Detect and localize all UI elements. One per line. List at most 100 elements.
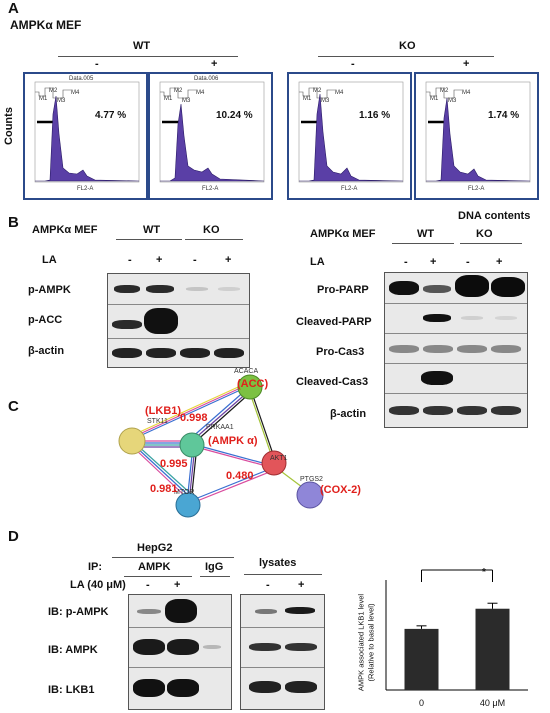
band (423, 406, 453, 415)
gate-m4: M4 (335, 90, 344, 96)
gate-m2: M2 (313, 88, 322, 94)
bar-ylabel-line1: AMPK associated LKB1 level (356, 593, 366, 692)
panel-b-right-treat-3: - (466, 256, 470, 268)
band (214, 348, 244, 358)
gate-m2: M2 (440, 88, 449, 94)
group-wt-label: WT (133, 40, 151, 52)
cell-line-line (112, 557, 234, 558)
histogram-plot (298, 81, 404, 183)
panel-b-right-treat-2: + (430, 256, 437, 268)
band (389, 406, 419, 415)
band (491, 345, 521, 353)
gate-m3: M3 (448, 98, 457, 104)
histogram-plot (34, 81, 140, 183)
blot-label-p-acc: p-ACC (28, 314, 63, 326)
gate-m3: M3 (321, 98, 330, 104)
panel-b-left-cell-label: AMPKα MEF (32, 224, 98, 236)
panel-b-right-cell-label: AMPKα MEF (310, 228, 376, 240)
ip-ampk: AMPK (138, 561, 171, 573)
band (167, 639, 199, 655)
panel-a-x-label: DNA contents (458, 210, 531, 222)
gate-m4: M4 (196, 90, 205, 96)
panel-b-left-treat-2: + (156, 254, 163, 266)
histogram-axis-label: FL2-A (341, 186, 358, 192)
group-wt-line (58, 56, 238, 57)
band (137, 609, 161, 614)
band (249, 681, 281, 693)
panel-b-right-treat-1: - (404, 256, 408, 268)
band (285, 643, 317, 651)
treat-a-2: + (211, 58, 218, 70)
x-tick-label: 40 μM (480, 698, 505, 708)
band (285, 681, 317, 693)
histogram-plot (425, 81, 531, 183)
ip-igg-line (200, 576, 230, 577)
histogram-percent: 1.74 % (488, 110, 520, 121)
histogram-axis-label: FL2-A (468, 186, 485, 192)
histogram-wt-plus: Data.006 10.24 % M1 M2 M3 M4 FL2-A (148, 72, 273, 200)
blot-left (107, 273, 250, 368)
node-ptgs2 (296, 481, 324, 509)
band (144, 308, 178, 334)
band (167, 679, 199, 697)
band (389, 345, 419, 353)
blot-label-pro-parp: Pro-PARP (317, 284, 369, 296)
band (186, 287, 208, 291)
node-acaca (237, 374, 263, 400)
ip-igg: IgG (205, 561, 224, 573)
bar-ylabel-line2: (Relative to basal level) (366, 603, 376, 682)
panel-b-left-treat-4: + (225, 254, 232, 266)
band (423, 285, 451, 293)
node-stk11-label: (LKB1) (145, 405, 182, 417)
band (423, 345, 453, 353)
blot-right (384, 272, 528, 428)
gate-m1: M1 (430, 96, 439, 102)
panel-b-right-wt-line (392, 243, 454, 244)
ib-label-ampk: IB: AMPK (48, 644, 98, 656)
ip-ampk-line (124, 576, 192, 577)
band (421, 371, 453, 385)
gate-m2: M2 (49, 88, 58, 94)
gate-m1: M1 (164, 96, 173, 102)
band (455, 275, 489, 297)
histogram-axis-label: FL2-A (77, 186, 94, 192)
edge-score-2: 0.995 (160, 458, 188, 470)
blot-lysates (240, 594, 325, 710)
blot-label-beta-actin: β-actin (28, 345, 65, 357)
band (146, 285, 174, 293)
band (146, 348, 176, 358)
blot-ip (128, 594, 232, 710)
lysates-label: lysates (259, 557, 297, 569)
bar-chart: 0 40 μM (385, 569, 528, 708)
node-prkaa1 (179, 432, 205, 458)
band (180, 348, 210, 358)
node-stk11-name: STK11 (147, 418, 168, 425)
band (457, 345, 487, 353)
blot-label-p-ampk: p-AMPK (28, 284, 71, 296)
band (491, 277, 525, 297)
panel-b-left-wt: WT (143, 224, 161, 236)
histogram-ko-plus: 1.74 % M1 M2 M3 M4 FL2-A (414, 72, 539, 200)
histogram-percent: 4.77 % (95, 110, 127, 121)
blot-label-beta-actin: β-actin (330, 408, 367, 420)
histogram-percent: 10.24 % (216, 110, 253, 121)
node-akt1 (261, 450, 287, 476)
treat-d-3: - (266, 579, 270, 591)
ip-label: IP: (88, 561, 103, 573)
bar (404, 628, 439, 690)
panel-b-left-treat-3: - (193, 254, 197, 266)
panel-c-letter: C (8, 398, 19, 415)
blot-label-pro-cas3: Pro-Cas3 (316, 346, 365, 358)
panel-b-letter: B (8, 214, 19, 231)
histogram-ko-minus: 1.16 % M1 M2 M3 M4 FL2-A (287, 72, 412, 200)
node-mtor-name: MTOR (174, 489, 195, 496)
node-prkaa1-name: PRKAA1 (206, 424, 234, 431)
node-ptgs2-label: (COX-2) (320, 484, 361, 496)
panel-b-left-ko: KO (203, 224, 220, 236)
panel-b-right-treat-label: LA (310, 256, 325, 268)
gate-m3: M3 (182, 98, 191, 104)
node-acaca-name: ACACA (234, 368, 259, 375)
treatment-label: LA (40 μM) (70, 579, 126, 591)
edge-score-1: 0.998 (180, 412, 208, 424)
panel-b-right-ko: KO (476, 228, 493, 240)
